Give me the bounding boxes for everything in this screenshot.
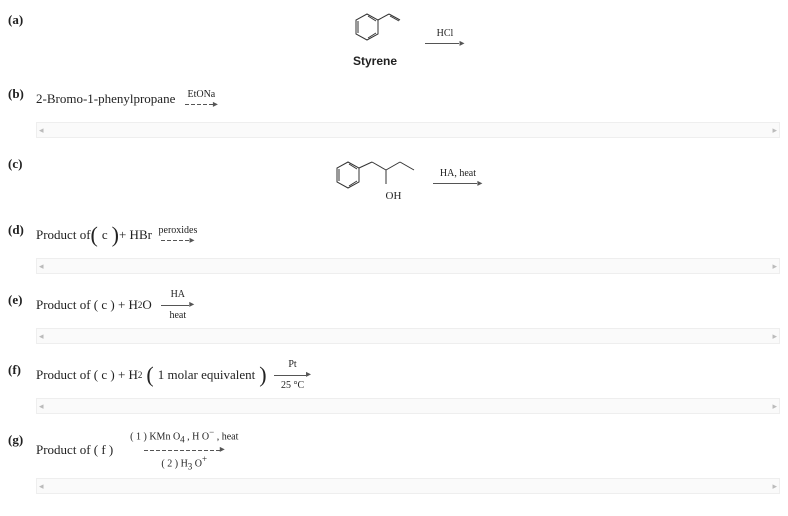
label-b: (b) (8, 82, 36, 102)
arrow-e-top: HA (171, 289, 185, 300)
label-a: (a) (8, 8, 36, 28)
problem-d: (d) Product of ( c ) + HBr peroxides ▸ ◂… (8, 218, 780, 274)
label-e: (e) (8, 288, 36, 308)
content-f: Product of ( c ) + H2 ( 1 molar equivale… (36, 359, 780, 391)
scroll-right-icon[interactable]: ▸ (772, 125, 777, 136)
arrow-b: EtONa ▸ (181, 89, 221, 110)
arrow-b-top: EtONa (187, 89, 215, 100)
arrow-f: Pt ▸ 25 °C (273, 359, 313, 391)
content-g: Product of ( f ) ( 1 ) KMn O4 , H O− , h… (36, 428, 780, 472)
arrow-e-bottom: heat (169, 310, 186, 321)
problem-b: (b) 2-Bromo-1-phenylpropane EtONa ▸ ◂ ▸ (8, 82, 780, 138)
g-top-2: , H O (185, 431, 209, 442)
scroll-left-icon[interactable]: ◂ (39, 331, 44, 342)
label-c: (c) (8, 152, 36, 172)
arrow-e: HA ▸ heat (158, 289, 198, 321)
sub-f: 2 (138, 370, 143, 380)
content-a: Styrene HCl ▸ (36, 8, 780, 68)
scroll-left-icon[interactable]: ◂ (39, 481, 44, 492)
o-e: O (142, 297, 151, 313)
content-d: Product of ( c ) + HBr peroxides ▸ (36, 225, 780, 246)
arrow-c: HA, heat ▸ (433, 168, 482, 189)
arrow-a-top: HCl (437, 28, 454, 39)
arrow-g: ( 1 ) KMn O4 , H O− , heat ▸ ( 2 ) H3 O+ (119, 428, 249, 472)
paren-inner: c (98, 227, 112, 243)
scroll-right-icon[interactable]: ▸ (772, 261, 777, 272)
g-bot-1: ( 2 ) H (161, 459, 187, 470)
arrow-g-bottom: ( 2 ) H3 O+ (161, 455, 207, 472)
problem-f: (f) Product of ( c ) + H2 ( 1 molar equi… (8, 358, 780, 414)
arrow-g-top: ( 1 ) KMn O4 , H O− , heat (130, 428, 238, 445)
problem-a: (a) Styrene HCl (8, 8, 780, 68)
problem-c: (c) OH HA, heat ▸ (8, 152, 780, 204)
label-d: (d) (8, 218, 36, 238)
problem-g: (g) Product of ( f ) ( 1 ) KMn O4 , H O−… (8, 428, 780, 494)
text-f: Product of ( c ) + H (36, 367, 138, 383)
scroll-right-icon[interactable]: ▸ (772, 401, 777, 412)
arrow-a: HCl ▸ (425, 28, 465, 49)
content-b: 2-Bromo-1-phenylpropane EtONa ▸ (36, 89, 780, 110)
scrollbar-d[interactable]: ◂ ▸ (36, 258, 780, 274)
arrow-c-top: HA, heat (440, 168, 476, 179)
label-f: (f) (8, 358, 36, 378)
styrene-structure (345, 8, 405, 52)
scroll-right-icon[interactable]: ▸ (772, 331, 777, 342)
oh-label: OH (386, 190, 402, 202)
arrow-f-bottom: 25 °C (281, 380, 304, 391)
styrene-block: Styrene (345, 8, 405, 68)
label-g: (g) (8, 428, 36, 448)
content-c: OH HA, heat ▸ (36, 152, 780, 204)
text-e: Product of ( c ) + H (36, 297, 138, 313)
arrow-d-top: peroxides (159, 225, 198, 236)
scrollbar-f[interactable]: ◂ ▸ (36, 398, 780, 414)
scroll-right-icon[interactable]: ▸ (772, 481, 777, 492)
scroll-left-icon[interactable]: ◂ (39, 401, 44, 412)
g-top-1: ( 1 ) KMn O (130, 431, 180, 442)
g-bot-o: O (192, 459, 202, 470)
g-top-heat: , heat (214, 431, 238, 442)
text-d-plus: + HBr (119, 227, 152, 243)
problem-e: (e) Product of ( c ) + H2 O HA ▸ heat ◂ … (8, 288, 780, 344)
g-bot-sup: + (202, 454, 207, 464)
scroll-left-icon[interactable]: ◂ (39, 125, 44, 136)
equiv-f: 1 molar equivalent (154, 367, 259, 383)
content-e: Product of ( c ) + H2 O HA ▸ heat (36, 289, 780, 321)
text-g: Product of ( f ) (36, 442, 113, 458)
scroll-left-icon[interactable]: ◂ (39, 261, 44, 272)
scrollbar-e[interactable]: ◂ ▸ (36, 328, 780, 344)
scrollbar-g[interactable]: ◂ ▸ (36, 478, 780, 494)
compound-b: 2-Bromo-1-phenylpropane (36, 91, 175, 107)
styrene-caption: Styrene (353, 54, 397, 68)
arrow-f-top: Pt (288, 359, 296, 370)
arrow-d: peroxides ▸ (158, 225, 198, 246)
scrollbar-b[interactable]: ◂ ▸ (36, 122, 780, 138)
text-d-pre: Product of (36, 227, 91, 243)
